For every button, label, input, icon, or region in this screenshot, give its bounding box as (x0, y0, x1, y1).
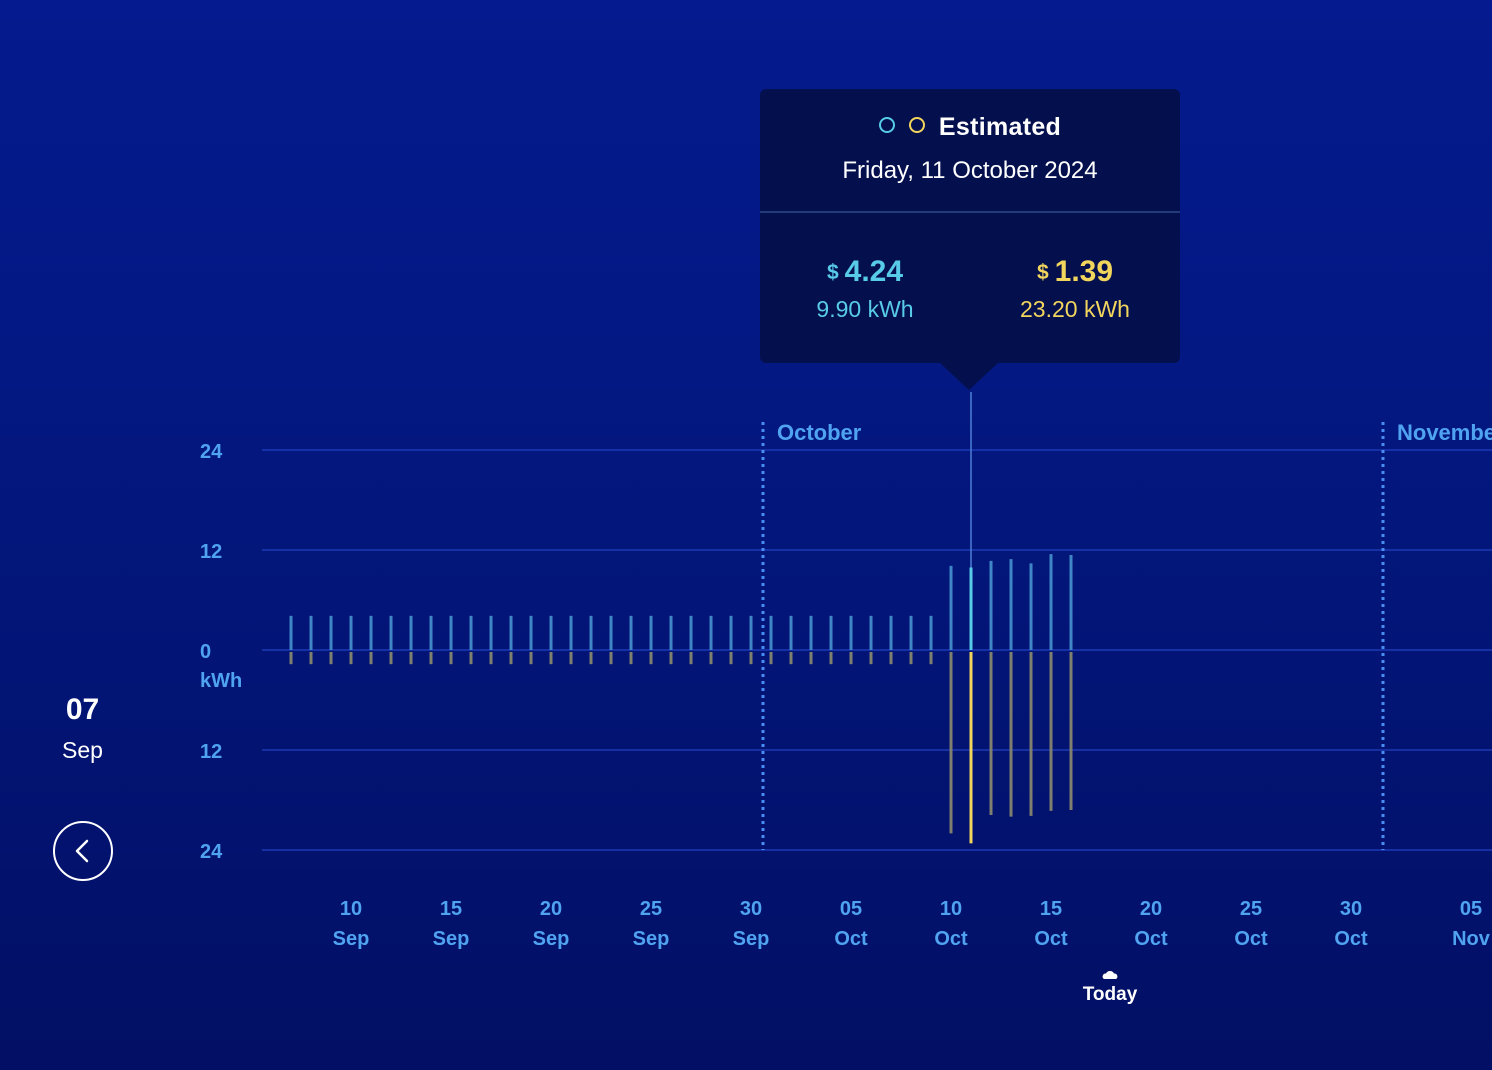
x-tick-month: Oct (1134, 928, 1168, 950)
x-tick-day: 05 (1460, 898, 1482, 920)
y-tick-label: 12 (200, 541, 222, 563)
x-tick-day: 30 (1340, 898, 1362, 920)
x-tick-day: 10 (940, 898, 962, 920)
x-tick-day: 30 (740, 898, 762, 920)
x-tick-month: Sep (733, 928, 770, 950)
today-marker: Today (1060, 968, 1160, 1006)
x-tick-month: Oct (834, 928, 868, 950)
tooltip-import: $4.24 9.90 kWh (760, 254, 970, 323)
y-tick-label: 12 (200, 741, 222, 763)
today-label: Today (1082, 984, 1138, 1005)
import-dot-icon (878, 117, 895, 133)
x-tick-day: 20 (1140, 898, 1162, 920)
x-tick-day: 10 (340, 898, 362, 920)
cloud-icon (1102, 971, 1118, 979)
tooltip-divider (760, 211, 1180, 213)
x-tick-day: 25 (640, 898, 662, 920)
import-currency: $ (826, 261, 839, 284)
x-tick-day: 05 (840, 898, 862, 920)
chevron-left-icon (75, 839, 89, 863)
day-tooltip: Estimated Friday, 11 October 2024 $4.24 … (760, 89, 1180, 390)
x-tick-day: 15 (440, 898, 462, 920)
x-tick-month: Sep (533, 928, 570, 950)
tooltip-export: $1.39 23.20 kWh (970, 254, 1180, 323)
tooltip-legend: Estimated (760, 113, 1180, 142)
previous-period-button[interactable] (53, 821, 113, 881)
y-tick-label: 0 (200, 641, 211, 663)
import-cost: $4.24 (760, 254, 970, 291)
tooltip-date: Friday, 11 October 2024 (842, 157, 1098, 184)
import-kwh: 9.90 kWh (816, 296, 914, 322)
export-cost: $1.39 (970, 254, 1180, 291)
export-cost-value: 1.39 (1054, 255, 1114, 288)
export-dot-icon (908, 117, 925, 133)
x-tick-month: Sep (433, 928, 470, 950)
range-start-day: 07 (65, 693, 100, 726)
x-tick-month: Oct (934, 928, 968, 950)
y-axis-unit: kWh (200, 670, 242, 692)
x-tick-day: 15 (1040, 898, 1062, 920)
month-label: October (777, 420, 862, 445)
x-tick-month: Sep (633, 928, 670, 950)
y-tick-label: 24 (200, 441, 223, 463)
x-tick-day: 20 (540, 898, 562, 920)
y-tick-label: 24 (200, 841, 223, 863)
x-tick-day: 25 (1240, 898, 1262, 920)
tooltip-legend-label: Estimated (938, 113, 1062, 141)
x-tick-month: Nov (1452, 928, 1491, 950)
range-start-month: Sep (62, 737, 103, 763)
x-tick-month: Oct (1034, 928, 1068, 950)
x-tick-month: Sep (333, 928, 370, 950)
x-tick-month: Oct (1334, 928, 1368, 950)
x-tick-month: Oct (1234, 928, 1268, 950)
import-cost-value: 4.24 (844, 255, 904, 288)
export-kwh: 23.20 kWh (1020, 296, 1130, 322)
export-currency: $ (1036, 261, 1049, 284)
tooltip-header: Estimated Friday, 11 October 2024 (760, 89, 1180, 211)
month-label: Novembe (1397, 420, 1492, 445)
